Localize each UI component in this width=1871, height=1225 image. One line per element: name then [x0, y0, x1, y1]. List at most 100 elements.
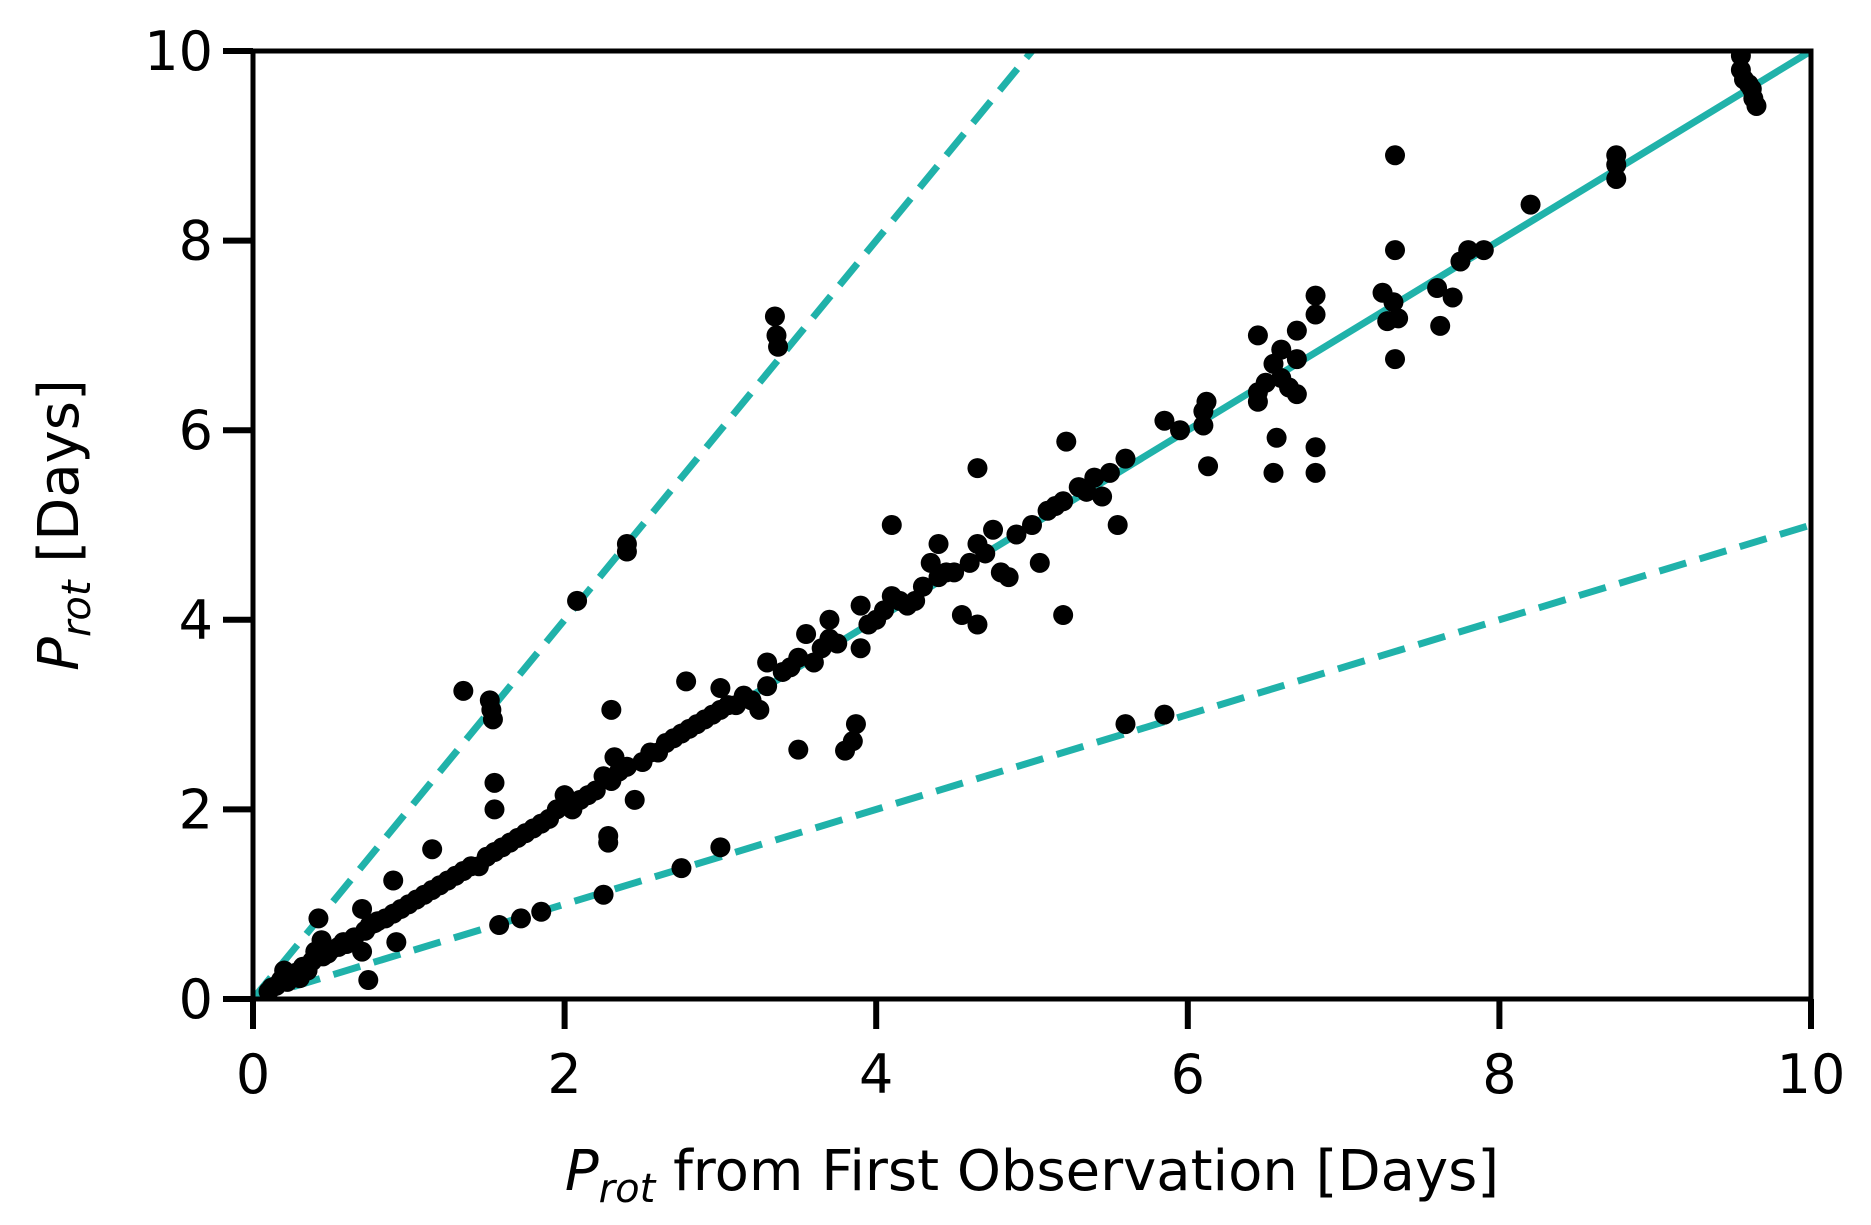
- data-point: [768, 336, 789, 357]
- data-point: [1170, 420, 1191, 441]
- data-point: [1458, 240, 1479, 261]
- data-point: [624, 789, 645, 810]
- data-point: [358, 970, 379, 991]
- data-point: [928, 533, 949, 554]
- data-point: [845, 714, 866, 735]
- data-point: [1305, 462, 1326, 483]
- data-point: [757, 676, 778, 697]
- data-point: [1520, 194, 1541, 215]
- data-point: [598, 832, 619, 853]
- data-point: [1286, 320, 1307, 341]
- data-point: [1430, 315, 1451, 336]
- x-axis-label: Prot from First Observation [Days]: [565, 1139, 1499, 1212]
- data-point: [352, 898, 373, 919]
- data-point: [1305, 285, 1326, 306]
- data-point: [1193, 415, 1214, 436]
- data-point: [352, 941, 373, 962]
- data-point: [1092, 486, 1113, 507]
- axis-ticks: 0 2 4 6 8 10 0 2 4 6 8 10: [144, 20, 1845, 1106]
- y-tick-label: 2: [179, 778, 213, 841]
- data-point: [983, 519, 1004, 540]
- data-point: [386, 932, 407, 953]
- data-point: [383, 870, 404, 891]
- data-point: [1383, 292, 1404, 313]
- data-point: [710, 837, 731, 858]
- data-point: [749, 699, 770, 720]
- data-point: [850, 595, 871, 616]
- data-point: [453, 680, 474, 701]
- data-point: [1115, 714, 1136, 735]
- data-point: [1385, 240, 1406, 261]
- data-point: [998, 567, 1019, 588]
- data-point: [1056, 431, 1077, 452]
- y-tick-label: 4: [179, 589, 213, 652]
- data-point: [1154, 704, 1175, 725]
- data-point: [531, 901, 552, 922]
- data-point: [788, 739, 809, 760]
- x-tick-label: 4: [859, 1043, 893, 1106]
- data-point: [1053, 605, 1074, 626]
- x-tick-label: 10: [1777, 1043, 1846, 1106]
- data-point: [819, 609, 840, 630]
- data-point: [1006, 524, 1027, 545]
- data-point: [967, 614, 988, 635]
- data-point: [1746, 95, 1767, 116]
- y-tick-label: 10: [144, 20, 213, 83]
- data-point: [482, 709, 503, 730]
- x-tick-label: 0: [236, 1043, 270, 1106]
- plot-frame: [250, 48, 1814, 1002]
- reference-line-dashed-slope-0-5: [253, 521, 1811, 999]
- data-point: [975, 543, 996, 564]
- data-point: [959, 552, 980, 573]
- data-point: [1198, 456, 1219, 477]
- data-point: [1606, 154, 1627, 175]
- data-point: [308, 908, 329, 929]
- data-point: [1154, 410, 1175, 431]
- data-point: [951, 605, 972, 626]
- data-point: [1305, 437, 1326, 458]
- data-points: [258, 51, 1767, 999]
- data-point: [1196, 391, 1217, 412]
- data-point: [1385, 145, 1406, 166]
- data-point: [842, 731, 863, 752]
- data-point: [850, 638, 871, 659]
- data-point: [1442, 287, 1463, 308]
- data-point: [1266, 427, 1287, 448]
- y-axis-label: Prot [Days]: [27, 379, 100, 671]
- data-point: [764, 306, 785, 327]
- data-point: [1247, 325, 1268, 346]
- data-point: [1427, 278, 1448, 298]
- data-point: [1388, 308, 1409, 329]
- data-point: [881, 515, 902, 535]
- data-point: [1099, 462, 1120, 483]
- reference-line-dashed-slope-2: [253, 51, 1035, 999]
- data-point: [796, 624, 817, 645]
- data-point: [1473, 240, 1494, 261]
- data-point: [757, 652, 778, 673]
- data-point: [710, 678, 731, 699]
- data-point: [1286, 384, 1307, 405]
- data-point: [1255, 372, 1276, 393]
- data-point: [1022, 515, 1042, 535]
- data-point: [1084, 467, 1105, 488]
- data-point: [1606, 168, 1627, 189]
- data-point: [944, 562, 965, 583]
- data-point: [676, 671, 697, 692]
- x-tick-label: 8: [1482, 1043, 1516, 1106]
- data-point: [567, 590, 588, 611]
- data-point: [788, 647, 809, 668]
- x-tick-label: 2: [547, 1043, 581, 1106]
- data-point: [1115, 448, 1136, 469]
- data-point: [422, 839, 443, 860]
- data-point: [601, 699, 622, 720]
- data-point: [1305, 304, 1326, 325]
- data-point: [1107, 515, 1128, 535]
- data-point: [593, 884, 614, 905]
- data-point: [912, 576, 933, 597]
- data-point: [1053, 491, 1074, 512]
- data-point: [967, 458, 988, 479]
- data-point: [1029, 552, 1050, 573]
- data-point: [489, 915, 510, 936]
- data-point: [1263, 462, 1284, 483]
